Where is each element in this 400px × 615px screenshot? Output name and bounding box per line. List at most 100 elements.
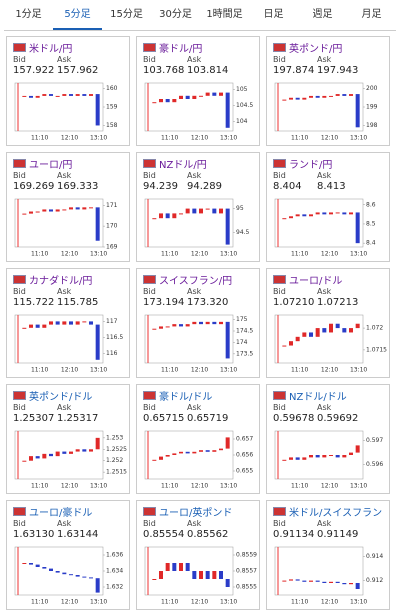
pair-name[interactable]: カナダドル/円 [29,276,93,287]
tab[interactable]: 日足 [263,9,284,20]
ask-label: Ask [187,171,202,180]
pair-name[interactable]: 米ドル/円 [29,44,73,55]
candle [35,456,40,459]
rate-card[interactable]: 英ポンド/ドル Bid Ask 1.25307 1.25317 1.253 1.2525 1.… [6,384,130,494]
rate-card[interactable]: ユーロ/円 Bid Ask 169.269 169.333 171 170 169 11:10 1… [6,152,130,262]
pair-name[interactable]: NZドル/円 [159,160,207,171]
rate-card[interactable]: 米ドル/円 Bid Ask 157.922 157.962 160 159 158 11:10 1… [6,36,130,146]
candle [342,94,347,96]
rate-card[interactable]: NZドル/ドル Bid Ask 0.59678 0.59692 0.597 0.596 11:… [266,384,390,494]
rate-card[interactable]: 米ドル/スイスフラン Bid Ask 0.91134 0.91149 0.914 0.912… [266,500,390,610]
rate-card[interactable]: NZドル/円 Bid Ask 94.239 94.289 95 94.5 11:10 12:10… [136,152,260,262]
candle [329,95,333,97]
candle [322,581,327,583]
ask-value: 0.91149 [317,529,359,540]
bid-value: 0.85554 [143,529,185,540]
candle [185,95,190,99]
rate-card[interactable]: 豪ドル/円 Bid Ask 103.768 103.814 105 104.5 104 11:1… [136,36,260,146]
x-tick-label: 12:10 [61,599,78,606]
rate-card[interactable]: 英ポンド/円 Bid Ask 197.874 197.943 200 199 198 11:10… [266,36,390,146]
bid-label: Bid [143,171,156,180]
rate-card[interactable]: ユーロ/ドル Bid Ask 1.07210 1.07213 1.072 1.0715 11:… [266,268,390,378]
candle [192,208,197,214]
candle [179,213,183,215]
bid-value: 169.269 [13,181,55,192]
pair-name[interactable]: 英ポンド/ドル [29,392,93,403]
candle [315,212,320,215]
bid-label: Bid [13,171,26,180]
rate-card[interactable]: カナダドル/円 Bid Ask 115.722 115.785 117 116.5 116 11… [6,268,130,378]
candle [75,207,80,210]
candle [55,95,60,97]
pair-name[interactable]: ユーロ/円 [29,160,73,171]
candle [62,209,67,211]
candle [95,94,100,126]
candle [55,451,60,457]
mini-chart: 0.597 0.596 11:10 12:10 13:10 [274,430,383,490]
candle [62,321,67,325]
tab[interactable]: 1時間足 [206,9,243,20]
pair-name[interactable]: ランド/円 [289,160,333,171]
x-tick-label: 12:10 [61,367,78,374]
plot-frame [274,82,364,132]
rate-card[interactable]: ユーロ/豪ドル Bid Ask 1.63130 1.63144 1.636 1.634 1.6… [6,500,130,610]
candle [185,563,190,571]
pair-name[interactable]: 英ポンド/円 [289,44,343,55]
rate-card[interactable]: 豪ドル/ドル Bid Ask 0.65715 0.65719 0.657 0.656 0.65… [136,384,260,494]
rate-card[interactable]: ランド/円 Bid Ask 8.404 8.413 8.6 8.5 8.4 11:10 12:10… [266,152,390,262]
candle [89,207,93,209]
candle [302,214,307,217]
plot-frame [14,546,104,596]
mini-chart: 171 170 169 11:10 12:10 13:10 [14,198,118,258]
flag-icon [273,507,286,516]
y-tick-label: 1.252 [106,457,123,464]
flag-icon [13,275,26,284]
x-tick-label: 13:10 [350,367,367,374]
candle [165,326,170,328]
tab[interactable]: 月足 [361,9,382,20]
bid-label: Bid [273,55,286,64]
candle [62,94,67,96]
ask-value: 1.63144 [57,529,99,540]
rate-card[interactable]: スイスフラン/円 Bid Ask 173.194 173.320 175 174.5 174 1… [136,268,260,378]
pair-name[interactable]: 米ドル/スイスフラン [289,508,383,519]
candle [205,208,210,210]
tab[interactable]: 5分足 [53,0,102,30]
tab[interactable]: 15分足 [110,9,143,20]
candle [172,453,177,455]
candle [212,208,217,214]
bid-value: 1.63130 [13,529,55,540]
pair-name[interactable]: スイスフラン/円 [159,276,233,287]
ask-label: Ask [57,403,72,412]
candle [22,95,27,97]
bid-label: Bid [13,403,26,412]
rate-card[interactable]: ユーロ/英ポンド Bid Ask 0.85554 0.85562 0.8559 0.8557… [136,500,260,610]
bid-label: Bid [273,287,286,296]
candle [199,571,203,579]
pair-name[interactable]: 豪ドル/円 [159,44,203,55]
candle [329,212,333,215]
y-tick-label: 174 [236,339,248,346]
tab[interactable]: 週足 [312,9,333,20]
x-tick-label: 11:10 [31,599,48,606]
pair-name[interactable]: ユーロ/豪ドル [29,508,93,519]
candle [225,92,230,128]
x-tick-label: 12:10 [191,135,208,142]
y-tick-label: 158 [106,122,118,129]
pair-name[interactable]: NZドル/ドル [289,392,347,403]
candle [302,580,307,582]
ask-value: 0.65719 [187,413,229,424]
candle [199,450,203,452]
pair-name[interactable]: ユーロ/英ポンド [159,508,233,519]
candle [329,581,333,583]
x-tick-label: 13:10 [220,599,237,606]
tab[interactable]: 1分足 [15,9,42,20]
flag-icon [143,507,156,516]
bid-value: 0.91134 [273,529,315,540]
pair-name[interactable]: 豪ドル/ドル [159,392,213,403]
pair-name[interactable]: ユーロ/ドル [289,276,343,287]
flag-icon [143,391,156,400]
y-tick-label: 169 [106,244,118,251]
tab[interactable]: 30分足 [159,9,192,20]
y-tick-label: 104.5 [236,102,253,109]
